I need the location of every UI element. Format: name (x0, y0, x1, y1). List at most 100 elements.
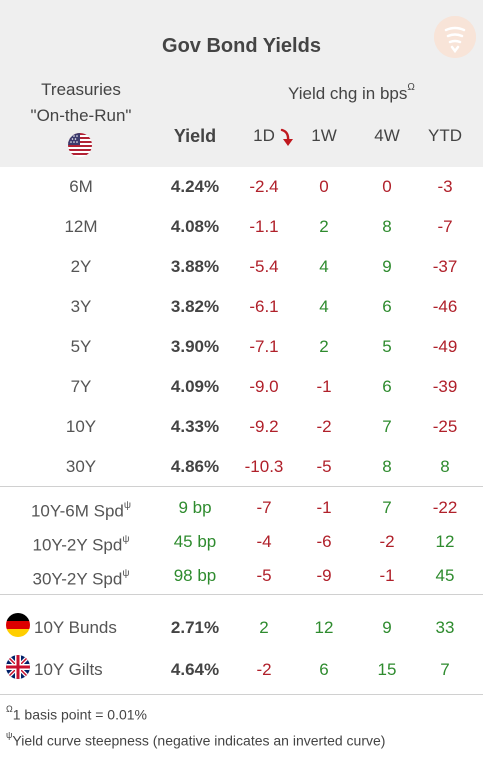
row-label-text: 3Y (70, 297, 92, 316)
change-4w-value: 6 (382, 377, 392, 396)
footnote-text: 1 basis point = 0.01% (12, 706, 147, 723)
row-label: 3Y (0, 292, 162, 322)
col-header-1d[interactable]: 1D (253, 126, 275, 145)
change-4w-value: 15 (377, 660, 397, 679)
col-header-1w[interactable]: 1W (311, 126, 337, 145)
table-row[interactable]: 10Y-2Y Spdψ 45 bp -4 -6 -2 12 (0, 527, 483, 557)
psi-footnote-marker: ψ (6, 730, 13, 740)
row-label-text: 7Y (70, 377, 92, 396)
row-label-text: 10Y Gilts (34, 660, 103, 679)
row-label: 12M (0, 212, 162, 242)
psi-footnote-marker: ψ (122, 534, 130, 545)
change-4w-value: 8 (382, 457, 392, 476)
row-label: 10Y Gilts (34, 655, 162, 685)
section-divider (0, 594, 483, 595)
table-row[interactable]: 30Y-2Y Spdψ 98 bp -5 -9 -1 45 (0, 561, 483, 591)
yield-value: 9 bp (178, 498, 212, 517)
omega-footnote-marker: Ω (407, 82, 415, 94)
table-row[interactable]: 10Y Bunds 2.71% 2 12 9 33 (0, 613, 483, 643)
table-row[interactable]: 6M 4.24% -2.4 0 0 -3 (0, 172, 483, 202)
change-ytd-value: -49 (432, 337, 458, 356)
row-label-text: 10Y-2Y Spd (32, 535, 123, 555)
change-1w-value: 4 (319, 257, 329, 276)
row-label: 10Y Bunds (34, 613, 162, 643)
table-row[interactable]: 3Y 3.82% -6.1 4 6 -46 (0, 292, 483, 322)
table-row[interactable]: 10Y Gilts 4.64% -2 6 15 7 (0, 655, 483, 685)
yield-change-header: Yield chg in bpsΩ (288, 82, 415, 104)
row-label-text: 30Y-2Y Spd (32, 569, 123, 589)
change-4w-value: 9 (382, 618, 392, 637)
change-1d-value: -5.4 (249, 257, 279, 276)
table-row[interactable]: 5Y 3.90% -7.1 2 5 -49 (0, 332, 483, 362)
table-row[interactable]: 30Y 4.86% -10.3 -5 8 8 (0, 452, 483, 482)
table-row[interactable]: 7Y 4.09% -9.0 -1 6 -39 (0, 372, 483, 402)
change-ytd-value: -7 (437, 217, 453, 236)
change-1w-value: 2 (319, 217, 329, 236)
change-1w-value: 6 (319, 660, 329, 679)
brand-logo-icon (434, 16, 476, 58)
change-1d-value: -9.0 (249, 377, 279, 396)
yield-value: 3.82% (170, 297, 220, 316)
yield-value: 4.33% (170, 417, 220, 436)
change-ytd-value: 8 (440, 457, 450, 476)
yield-value: 98 bp (173, 566, 217, 585)
yield-value: 4.64% (170, 660, 220, 679)
yield-value: 4.86% (170, 457, 220, 476)
row-label: 5Y (0, 332, 162, 362)
row-label: 30Y-2Y Spdψ (0, 561, 162, 595)
change-1d-value: -4 (256, 532, 272, 551)
table-row[interactable]: 2Y 3.88% -5.4 4 9 -37 (0, 252, 483, 282)
germany-flag-icon (6, 613, 30, 637)
row-label-text: 10Y Bunds (34, 618, 117, 637)
yield-value: 2.71% (170, 618, 220, 637)
change-ytd-value: 7 (440, 660, 450, 679)
change-1w-value: -5 (316, 457, 332, 476)
col-header-ytd[interactable]: YTD (428, 126, 462, 145)
change-1d-value: -5 (256, 566, 272, 585)
table-header: Gov Bond Yields Treasuries "On-the-Run" (0, 0, 483, 167)
row-label-text: 10Y-6M Spd (30, 501, 124, 521)
table-row[interactable]: 10Y 4.33% -9.2 -2 7 -25 (0, 412, 483, 442)
yield-value: 45 bp (173, 532, 217, 551)
row-label: 30Y (0, 452, 162, 482)
on-the-run-label: "On-the-Run" (30, 106, 132, 125)
col-header-yield[interactable]: Yield (173, 126, 217, 146)
change-ytd-value: 45 (435, 566, 455, 585)
change-ytd-value: -37 (432, 257, 458, 276)
sort-down-arrow-icon[interactable] (279, 126, 295, 150)
change-1w-value: -1 (316, 498, 332, 517)
yield-value: 4.09% (170, 377, 220, 396)
change-4w-value: -1 (379, 566, 395, 585)
row-label-text: 12M (64, 217, 98, 236)
change-1w-value: -2 (316, 417, 332, 436)
change-4w-value: 0 (382, 177, 392, 196)
change-4w-value: -2 (379, 532, 395, 551)
change-4w-value: 5 (382, 337, 392, 356)
change-4w-value: 9 (382, 257, 392, 276)
row-label: 10Y-6M Spdψ (0, 493, 162, 527)
omega-footnote-marker: Ω (6, 704, 13, 714)
change-1d-value: -7 (256, 498, 272, 517)
change-ytd-value: -39 (432, 377, 458, 396)
psi-footnote-marker: ψ (122, 568, 130, 579)
psi-footnote-marker: ψ (123, 500, 132, 511)
footnote-text: Yield curve steepness (negative indicate… (12, 732, 386, 749)
row-label-text: 30Y (65, 457, 97, 476)
row-label: 6M (0, 172, 162, 202)
table-row[interactable]: 12M 4.08% -1.1 2 8 -7 (0, 212, 483, 242)
table-row[interactable]: 10Y-6M Spdψ 9 bp -7 -1 7 -22 (0, 493, 483, 523)
treasuries-label: Treasuries (41, 80, 121, 99)
footnote-basis-point: Ω1 basis point = 0.01% (6, 704, 147, 723)
row-label: 7Y (0, 372, 162, 402)
change-ytd-value: 12 (435, 532, 455, 551)
change-ytd-value: -25 (432, 417, 458, 436)
change-1w-value: -9 (316, 566, 332, 585)
change-ytd-value: 33 (435, 618, 455, 637)
col-header-4w[interactable]: 4W (374, 126, 400, 145)
change-1w-value: 12 (314, 618, 334, 637)
change-ytd-value: -3 (437, 177, 453, 196)
change-1w-value: -6 (316, 532, 332, 551)
change-4w-value: 6 (382, 297, 392, 316)
row-label-text: 2Y (70, 257, 92, 276)
change-4w-value: 7 (382, 498, 392, 517)
